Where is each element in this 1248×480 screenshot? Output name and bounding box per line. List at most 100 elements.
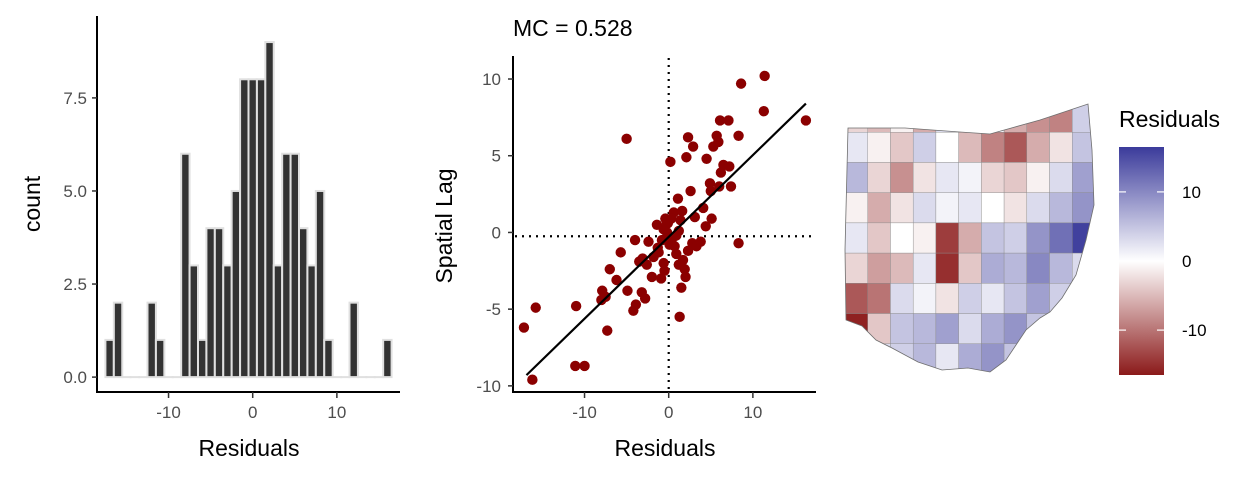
scatter-point <box>679 264 690 275</box>
histogram-bar <box>255 78 267 379</box>
scatter-point <box>758 106 770 117</box>
scatter-point <box>680 271 691 283</box>
county-region <box>912 192 937 224</box>
county-region <box>845 343 868 372</box>
histogram-bar <box>239 78 250 379</box>
scatter-y-axis-title: Spatial Lag <box>431 168 457 283</box>
county-region <box>1049 192 1073 224</box>
county-region <box>912 132 937 163</box>
county-region <box>1026 162 1050 193</box>
scatter-y-ticks: -10 -5 0 5 10 <box>476 70 513 396</box>
histogram-bar <box>281 152 292 379</box>
county-region <box>912 162 937 193</box>
county-region <box>890 162 914 193</box>
scatter-point <box>643 236 654 247</box>
county-region <box>1072 343 1094 372</box>
county-region <box>867 222 891 254</box>
county-region <box>935 252 959 284</box>
scatter-point <box>622 285 633 296</box>
county-region <box>1003 313 1028 344</box>
scatter-y-tick-label: 0 <box>492 223 501 242</box>
histogram-y-ticks: 0.0 2.5 5.0 7.5 <box>63 89 97 387</box>
county-region <box>958 104 982 133</box>
scatter-point <box>621 133 632 145</box>
scatter-y-tick-label: -10 <box>476 377 501 396</box>
county-region <box>935 104 959 133</box>
scatter-point <box>659 265 670 276</box>
histogram-x-axis-title: Residuals <box>199 435 300 461</box>
scatter-point <box>570 360 581 372</box>
scatter-point <box>677 254 689 266</box>
county-region <box>1003 252 1028 284</box>
scatter-y-tick-label: 10 <box>482 70 501 89</box>
ohio-state-outline <box>844 103 1095 373</box>
county-region <box>890 192 914 224</box>
county-region <box>890 313 914 344</box>
histogram-panel: 0.0 2.5 5.0 7.5 -10 0 10 Residuals count <box>19 16 400 461</box>
scatter-point <box>669 241 680 252</box>
county-region <box>912 104 937 133</box>
county-region <box>912 313 937 344</box>
scatter-point <box>725 181 737 192</box>
county-region <box>981 162 1005 193</box>
scatter-point <box>665 156 676 168</box>
histogram-bar <box>104 338 115 379</box>
county-region <box>1003 162 1028 193</box>
county-region <box>958 252 982 284</box>
scatter-point <box>681 152 692 163</box>
county-region <box>1049 162 1073 193</box>
county-region <box>845 252 868 284</box>
histogram-bar <box>154 338 166 379</box>
county-region <box>912 222 937 254</box>
histogram-bar <box>314 189 326 379</box>
legend-title: Residuals <box>1119 106 1220 132</box>
county-region <box>1049 252 1073 284</box>
histogram-y-tick-label: 5.0 <box>63 182 87 201</box>
histogram-bars <box>104 41 393 379</box>
histogram-bar <box>382 338 393 379</box>
county-region <box>1049 313 1073 344</box>
county-region <box>867 192 891 224</box>
county-region <box>912 283 937 314</box>
county-region <box>935 313 959 344</box>
county-region <box>1072 283 1094 314</box>
county-region <box>935 162 959 193</box>
county-region <box>981 283 1005 314</box>
county-region <box>890 343 914 372</box>
scatter-point <box>713 136 724 148</box>
scatter-point <box>604 264 615 275</box>
county-region <box>845 132 868 163</box>
county-region <box>845 222 868 254</box>
scatter-reference-lines <box>515 58 816 390</box>
county-region <box>981 132 1005 163</box>
county-region <box>958 283 982 314</box>
county-region <box>1026 192 1050 224</box>
county-region <box>1049 104 1073 133</box>
county-region <box>1003 192 1028 224</box>
county-region <box>1072 252 1094 284</box>
scatter-point <box>674 311 685 323</box>
histogram-bar <box>213 227 225 379</box>
county-region <box>1072 192 1094 224</box>
histogram-y-tick-label: 0.0 <box>63 368 87 387</box>
county-region <box>935 192 959 224</box>
county-region <box>935 132 959 163</box>
histogram-bar <box>306 264 317 379</box>
scatter-y-tick-label: -5 <box>486 300 501 319</box>
county-region <box>912 252 937 284</box>
legend-ticks: 10 0 -10 <box>1119 183 1207 340</box>
scatter-point <box>723 115 734 126</box>
county-region <box>1049 222 1073 254</box>
histogram-bar <box>264 41 275 379</box>
county-region <box>890 252 914 284</box>
histogram-bar <box>247 78 258 379</box>
histogram-bar <box>289 152 301 379</box>
scatter-point <box>639 293 651 304</box>
county-region <box>1049 343 1073 372</box>
county-region <box>845 283 868 314</box>
scatter-point <box>530 302 541 313</box>
scatter-point <box>759 70 770 82</box>
scatter-point <box>706 213 717 224</box>
histogram-y-axis-title: count <box>19 175 45 232</box>
